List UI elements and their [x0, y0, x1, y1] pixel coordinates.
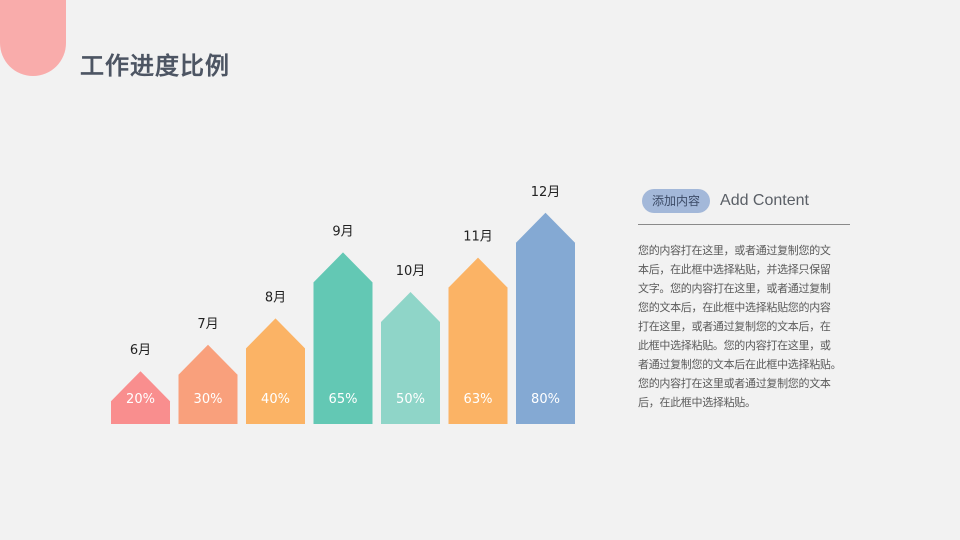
value-label-5: 50%: [396, 392, 425, 407]
divider: [638, 224, 850, 225]
value-label-3: 40%: [261, 392, 290, 407]
tag-pill: 添加内容: [642, 189, 711, 213]
bar-1: [111, 371, 170, 424]
content-panel: 添加内容 Add Content 您的内容打在这里，或者通过复制您的文 本后，在…: [638, 186, 864, 412]
bar-7: [516, 212, 575, 424]
panel-header: 添加内容 Add Content: [638, 186, 864, 216]
bar-4: [313, 252, 373, 424]
category-label-3: 8月: [265, 290, 286, 305]
panel-body-text: 您的内容打在这里，或者通过复制您的文 本后，在此框中选择粘贴，并选择只保留 文字…: [638, 244, 842, 409]
category-label-1: 6月: [130, 343, 151, 358]
value-label-7: 80%: [531, 392, 560, 407]
value-label-1: 20%: [126, 392, 155, 407]
category-label-2: 7月: [197, 317, 218, 332]
category-label-7: 12月: [531, 185, 561, 200]
category-label-6: 11月: [463, 230, 493, 245]
value-label-4: 65%: [329, 392, 358, 407]
panel-heading: Add Content: [720, 192, 809, 209]
page-title: 工作进度比例: [80, 52, 230, 80]
category-label-5: 10月: [396, 264, 426, 279]
bar-3: [246, 318, 305, 424]
value-label-6: 63%: [464, 392, 493, 407]
category-label-4: 9月: [332, 224, 353, 239]
bar-5: [381, 292, 440, 424]
corner-decoration: [0, 0, 66, 76]
bar-6: [448, 257, 508, 424]
bar-2: [178, 344, 238, 424]
value-label-2: 30%: [194, 392, 223, 407]
